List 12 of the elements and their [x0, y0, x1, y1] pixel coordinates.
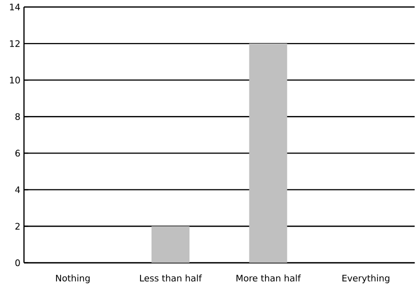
x-tick-label: More than half	[236, 274, 301, 282]
x-tick-label: Less than half	[140, 274, 202, 282]
y-tick-label: 2	[15, 223, 20, 230]
y-tick-label: 10	[10, 76, 20, 84]
x-tick-label: Nothing	[56, 274, 90, 284]
x-tick-label: Everything	[342, 274, 390, 284]
y-tick-label: 14	[10, 4, 20, 10]
y-tick-label: 4	[15, 186, 20, 194]
y-tick-label: 6	[15, 150, 20, 157]
y-tick-label: 12	[10, 40, 20, 47]
y-tick-label: 0	[15, 260, 20, 266]
y-tick-label: 8	[15, 113, 20, 120]
